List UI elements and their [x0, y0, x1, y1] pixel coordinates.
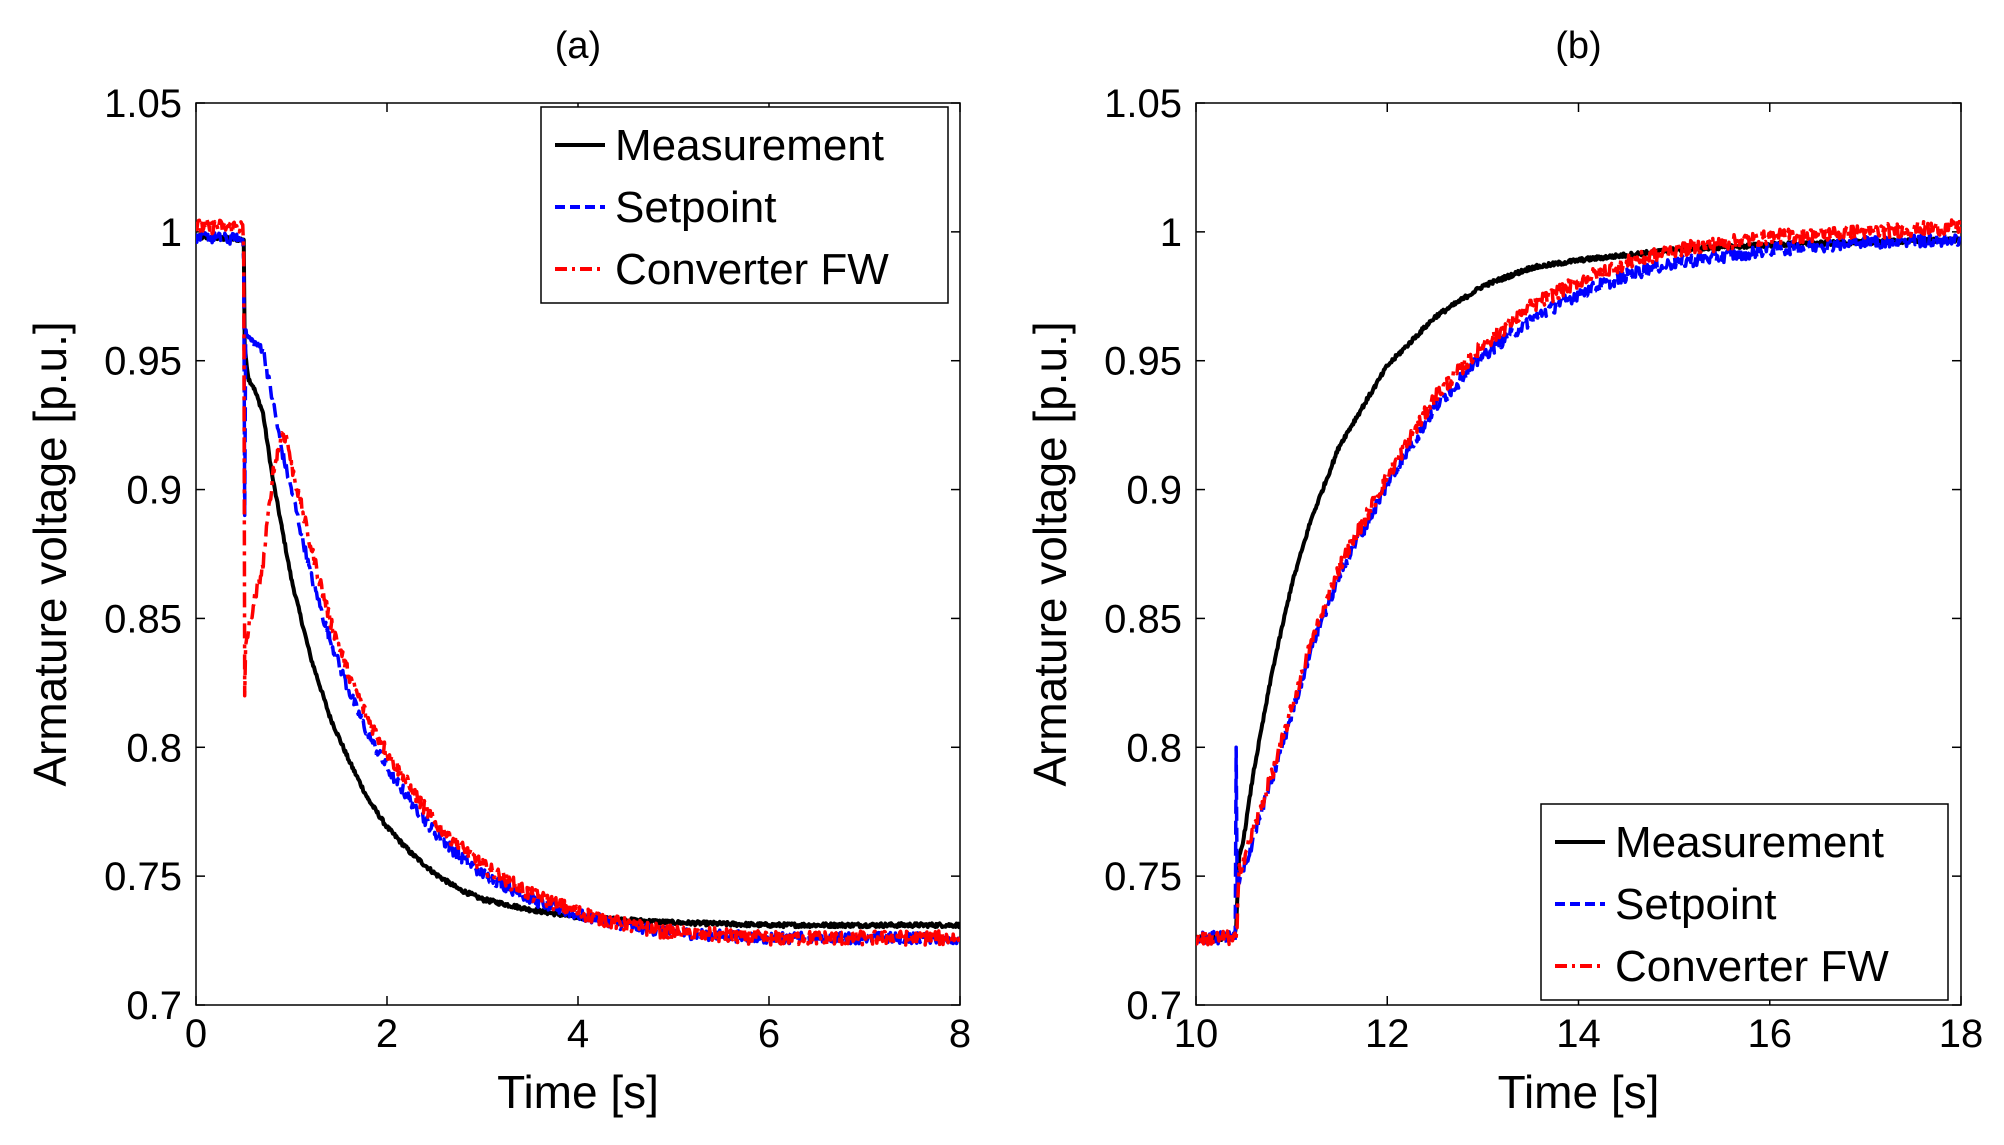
y-tick-label: 0.85: [104, 597, 182, 641]
legend: Measurement Setpoint Converter FW: [540, 106, 949, 304]
x-tick-label: 6: [758, 1012, 780, 1056]
y-tick-label: 0.75: [104, 855, 182, 899]
y-tick-label: 0.9: [126, 469, 182, 513]
y-tick-label: 0.95: [104, 340, 182, 384]
y-tick-label: 0.75: [1104, 855, 1182, 899]
y-tick-label: 0.8: [126, 726, 182, 770]
x-tick-label: 2: [376, 1012, 398, 1056]
y-tick-label: 1.05: [1104, 82, 1182, 126]
legend-label: Converter FW: [615, 245, 889, 294]
y-tick-label: 0.9: [1126, 469, 1182, 513]
y-tick-label: 0.85: [1104, 597, 1182, 641]
y-tick-label: 1: [1160, 211, 1182, 255]
y-tick-label: 1: [160, 211, 182, 255]
legend-label: Setpoint: [1615, 880, 1776, 929]
chart-title: (b): [1555, 25, 1601, 67]
y-tick-label: 0.7: [126, 984, 182, 1028]
y-tick-label: 0.95: [1104, 340, 1182, 384]
series-line-converter-fw: [196, 218, 960, 947]
legend-box: [1540, 803, 1949, 1001]
y-tick-label: 0.8: [1126, 726, 1182, 770]
subplot-b: (b) 10 12 14 16 18 0.7 0.75 0.8 0.85 0.9 0.95 1 1.05 T…: [1024, 25, 1983, 1118]
y-axis-label: Armature voltage [p.u.]: [1024, 321, 1076, 786]
x-tick-label: 4: [567, 1012, 589, 1056]
legend-label: Setpoint: [615, 183, 776, 232]
legend: Measurement Setpoint Converter FW: [1540, 803, 1949, 1001]
legend-label: Measurement: [1615, 818, 1884, 867]
x-tick-label: 10: [1174, 1012, 1219, 1056]
series-line-setpoint: [196, 229, 960, 946]
legend-box: [540, 106, 949, 304]
y-tick-label: 0.7: [1126, 984, 1182, 1028]
legend-label: Measurement: [615, 121, 884, 170]
subplot-a: (a) 0 2 4 6 8 0.7 0.75 0.8 0.85 0.9 0.95 1 1.05 Time […: [24, 25, 971, 1118]
y-axis-label: Armature voltage [p.u.]: [24, 321, 76, 786]
x-tick-label: 8: [949, 1012, 971, 1056]
y-tick-label: 1.05: [104, 82, 182, 126]
x-tick-label: 18: [1939, 1012, 1984, 1056]
x-tick-label: 14: [1556, 1012, 1601, 1056]
series-line-setpoint: [1196, 232, 1961, 946]
x-tick-label: 12: [1365, 1012, 1410, 1056]
x-tick-label: 16: [1748, 1012, 1793, 1056]
x-axis-label: Time [s]: [1498, 1066, 1660, 1118]
x-axis-label: Time [s]: [497, 1066, 659, 1118]
x-tick-label: 0: [185, 1012, 207, 1056]
chart-title: (a): [555, 25, 601, 67]
legend-label: Converter FW: [1615, 942, 1889, 991]
